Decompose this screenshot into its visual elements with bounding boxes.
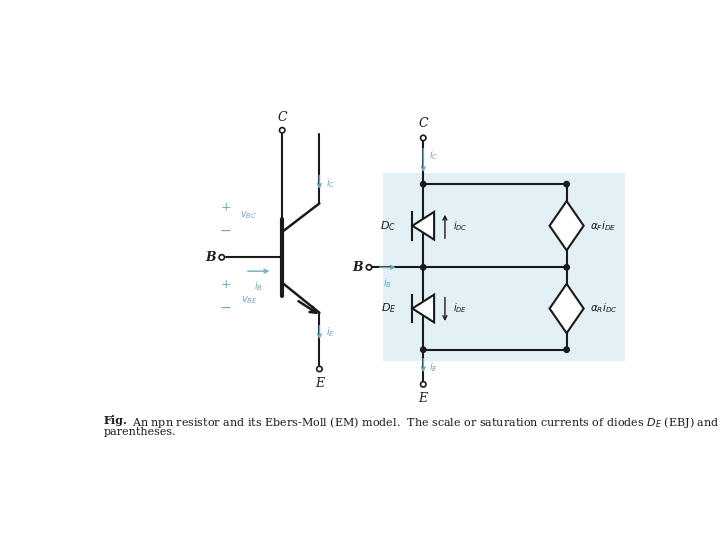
Text: $i_C$: $i_C$ [325, 176, 335, 190]
Text: $v_{BE}$: $v_{BE}$ [240, 294, 257, 306]
Circle shape [317, 366, 322, 372]
Text: B: B [205, 251, 215, 264]
Circle shape [219, 254, 225, 260]
Polygon shape [413, 295, 434, 322]
Bar [383, 173, 625, 361]
Text: C: C [418, 117, 428, 130]
Circle shape [564, 181, 570, 187]
Text: C: C [277, 111, 287, 124]
Circle shape [564, 347, 570, 353]
Text: $\alpha_R i_{DC}$: $\alpha_R i_{DC}$ [590, 302, 618, 315]
Circle shape [420, 265, 426, 270]
Text: $i_B$: $i_B$ [253, 279, 263, 293]
Polygon shape [413, 212, 434, 240]
Text: $D_E$: $D_E$ [381, 302, 396, 315]
Text: E: E [419, 392, 428, 405]
Polygon shape [549, 201, 584, 251]
Text: $i_C$: $i_C$ [429, 148, 439, 162]
Text: +: + [220, 201, 231, 214]
Circle shape [420, 347, 426, 353]
Polygon shape [549, 284, 584, 333]
Text: Fig.: Fig. [104, 415, 128, 426]
Text: $D_C$: $D_C$ [380, 219, 396, 233]
Text: +: + [220, 278, 231, 291]
Text: $\alpha_F i_{DE}$: $\alpha_F i_{DE}$ [590, 219, 616, 233]
Text: B: B [352, 261, 363, 274]
Text: $i_{DE}$: $i_{DE}$ [453, 302, 467, 315]
Text: $i_B$: $i_B$ [383, 276, 392, 291]
Text: −: − [220, 300, 231, 314]
Text: parentheses.: parentheses. [104, 428, 176, 437]
Text: $i_E$: $i_E$ [429, 360, 438, 374]
Circle shape [564, 265, 570, 270]
Text: E: E [315, 377, 324, 390]
Text: $i_E$: $i_E$ [325, 325, 335, 339]
Circle shape [420, 382, 426, 387]
Circle shape [420, 135, 426, 140]
Circle shape [366, 265, 372, 270]
Text: $i_{DC}$: $i_{DC}$ [453, 219, 467, 233]
Text: −: − [220, 224, 231, 238]
Text: $v_{BC}$: $v_{BC}$ [240, 209, 258, 221]
Circle shape [420, 181, 426, 187]
Circle shape [279, 127, 285, 133]
Text: An npn resistor and its Ebers-Moll (EM) model.  The scale or saturation currents: An npn resistor and its Ebers-Moll (EM) … [125, 415, 720, 430]
